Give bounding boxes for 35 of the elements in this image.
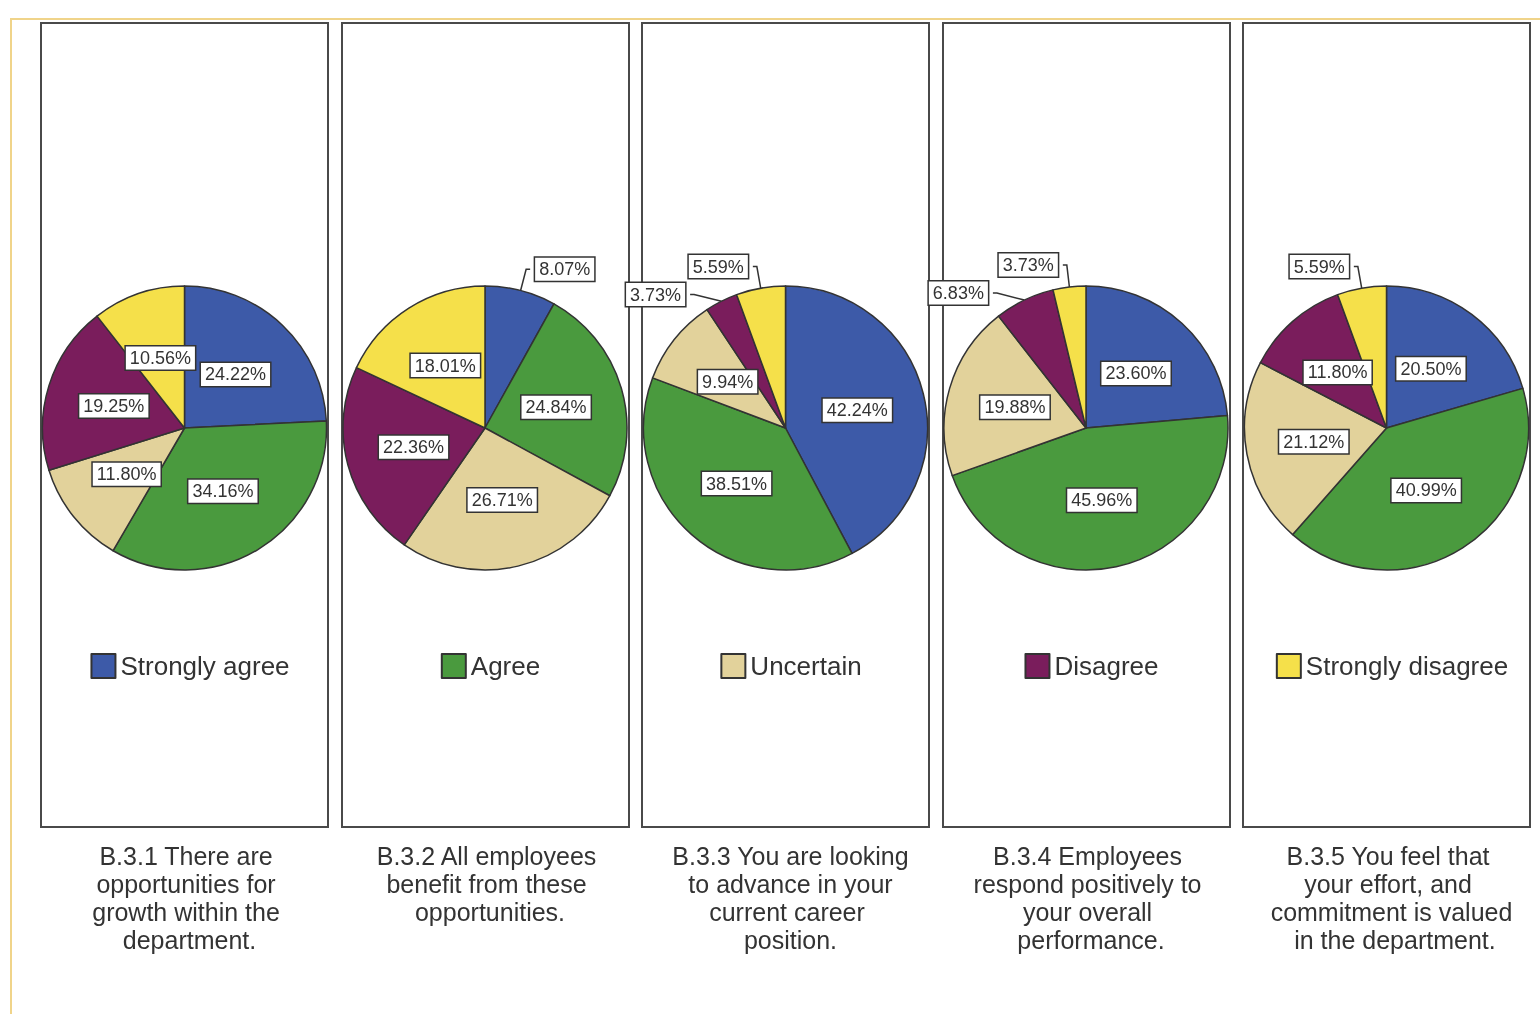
data-label: 11.80% [96,464,157,485]
legend-label: Disagree [1054,651,1159,681]
data-label: 45.96% [1071,490,1133,511]
legend-label: Agree [470,651,541,681]
data-label: 24.84% [525,397,587,418]
legend-label: Strongly disagree [1305,651,1509,681]
data-label: 19.88% [984,397,1046,418]
legend-label: Strongly agree [120,651,290,681]
data-label: 11.80% [1307,362,1368,383]
data-label: 6.83% [932,283,984,304]
data-label: 8.07% [539,259,591,280]
data-label: 10.56% [129,348,191,369]
slice-label: B.3.5 You feel that your effort, and commitment is valued in the department. [1270,842,1513,954]
data-label: 40.99% [1395,480,1457,501]
slice-label: B.3.1 There are opportunities for growth within the department. [92,842,287,954]
data-label: 22.36% [383,437,445,458]
slice-label: B.3.3 You are looking to advance in your current career position. [672,842,909,954]
data-label: 5.59% [692,256,744,277]
data-label: 3.73% [1002,255,1054,276]
data-label: 34.16% [192,481,254,502]
data-label: 26.71% [471,489,533,510]
slice-label: B.3.2 All employees benefit from these opportunities. [376,842,604,926]
data-label: 23.60% [1105,363,1167,384]
data-label: 9.94% [702,371,754,392]
data-label: 24.22% [205,364,267,385]
data-label: 18.01% [414,355,476,376]
data-label: 42.24% [826,400,888,421]
legend-label: Uncertain [750,651,862,681]
data-label: 38.51% [706,473,768,494]
data-label: 3.73% [630,284,682,305]
slice-label: B.3.4 Employees respond positively to your overall performance. [973,842,1209,954]
data-label: 20.50% [1400,358,1462,379]
data-label: 21.12% [1283,431,1345,452]
data-label: 5.59% [1293,256,1345,277]
data-label: 19.25% [83,395,145,416]
